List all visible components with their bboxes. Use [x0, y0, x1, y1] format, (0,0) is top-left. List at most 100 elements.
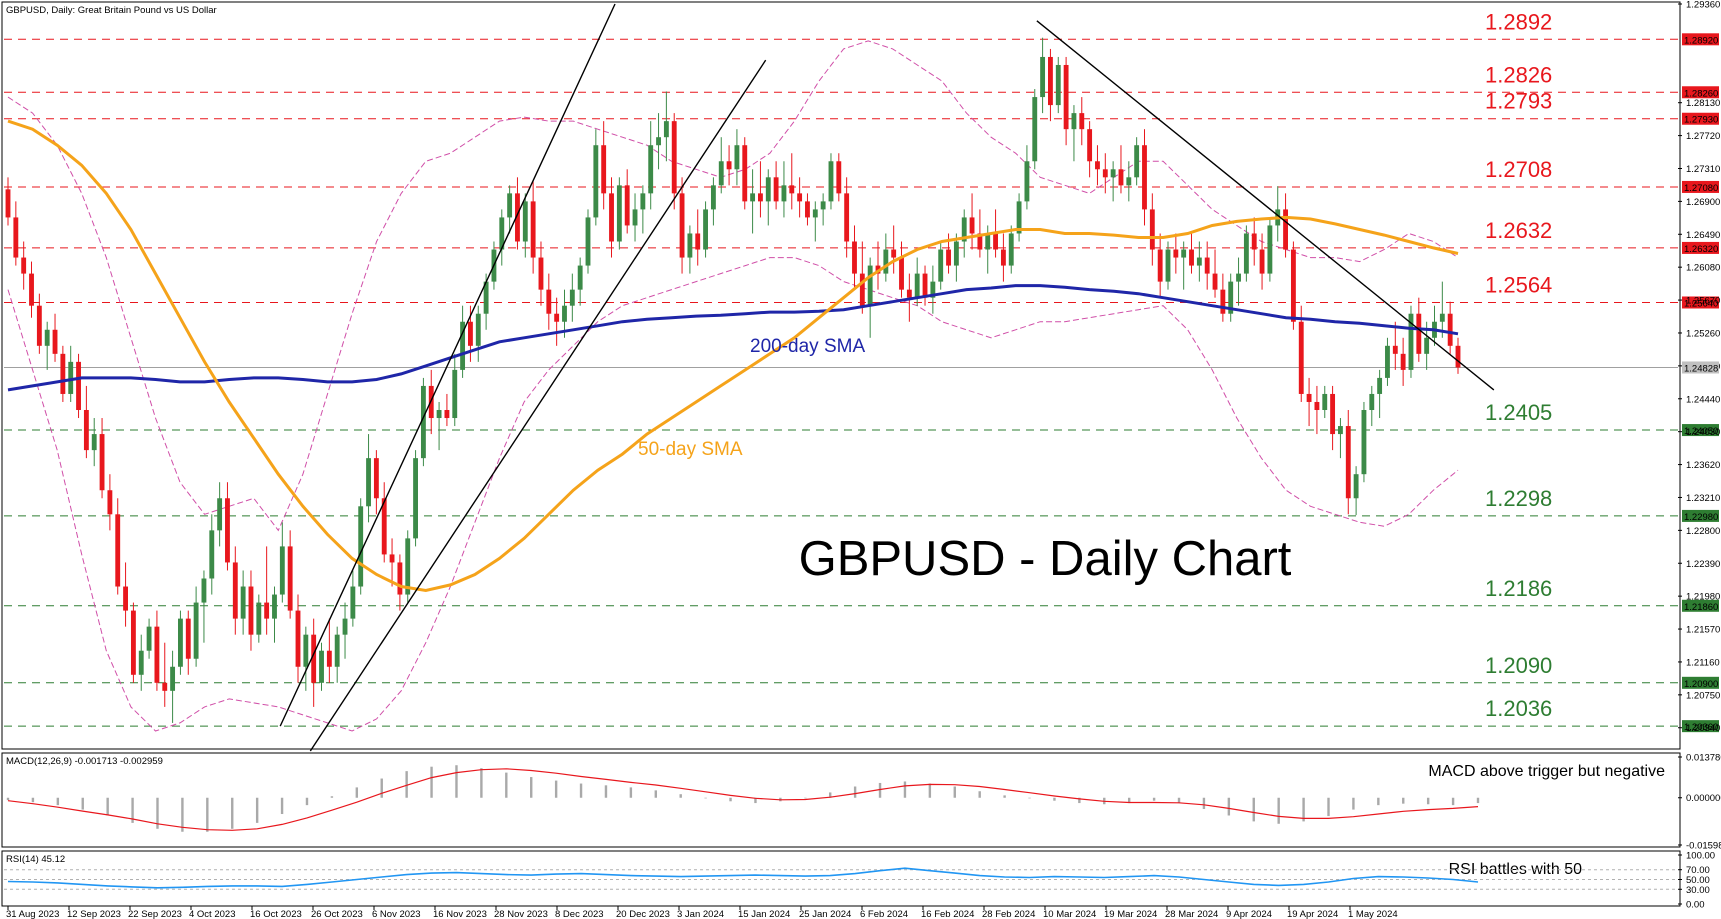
macd-bar	[1028, 797, 1031, 799]
candle-body	[5, 189, 11, 218]
candle-body	[820, 201, 826, 210]
macd-note: MACD above trigger but negative	[1428, 763, 1665, 780]
candle-body	[154, 626, 160, 683]
macd-bar	[1127, 797, 1131, 804]
price-tick-label: 1.29360	[1686, 0, 1720, 11]
bollinger-lower	[7, 257, 1459, 732]
macd-bar	[380, 778, 383, 798]
candle-body	[1251, 233, 1257, 250]
candle-body	[938, 249, 944, 282]
candle-body	[444, 410, 450, 419]
candle-body	[922, 273, 928, 298]
candle-body	[1134, 145, 1140, 178]
sma200-line	[7, 284, 1459, 392]
candle-body	[562, 305, 567, 322]
candle-body	[287, 546, 293, 611]
level-label: 1.2708	[1485, 157, 1552, 182]
current-price-tag-box	[1682, 361, 1719, 374]
candle-body	[961, 217, 967, 242]
level-tag-text: 1.28920	[1684, 35, 1718, 46]
candle-body	[319, 650, 324, 683]
candle-body	[1290, 249, 1296, 322]
time-tick-label: 16 Feb 2024	[921, 909, 974, 919]
candle-body	[499, 217, 505, 250]
macd-bar	[355, 787, 359, 798]
time-tick-label: 16 Nov 2023	[433, 909, 487, 919]
candle-body	[311, 634, 317, 683]
price-tick-label: 1.22800	[1686, 526, 1720, 537]
macd-bar	[878, 782, 882, 798]
candle-body	[687, 233, 693, 258]
candle-body	[1306, 393, 1312, 402]
bollinger-upper	[7, 40, 1459, 532]
price-panel: GBPUSD, Daily: Great Britain Pound vs US…	[1, 1, 1681, 752]
candle-body	[248, 586, 254, 635]
level-tag-text: 1.24050	[1684, 426, 1718, 437]
candle-body	[240, 586, 246, 619]
time-tick-label: 19 Mar 2024	[1104, 909, 1157, 919]
candle-body	[530, 201, 536, 258]
candle-body	[1087, 129, 1093, 162]
candle-body	[663, 121, 669, 138]
macd-bar	[305, 797, 309, 806]
candle-body	[789, 185, 795, 194]
candle-body	[969, 217, 975, 234]
candle-body	[522, 201, 528, 242]
candle-body	[1447, 313, 1453, 346]
price-tick-label: 1.21160	[1686, 657, 1720, 668]
candle-body	[256, 602, 262, 635]
level-tag-text: 1.20900	[1684, 679, 1718, 690]
candle-body	[1055, 64, 1061, 106]
candle-body	[1212, 273, 1218, 290]
candle-body	[1259, 249, 1265, 274]
level-tag-box	[1682, 180, 1719, 193]
candle-body	[178, 618, 183, 667]
macd-bar	[953, 786, 956, 798]
candle-body	[475, 313, 481, 346]
time-tick-label: 15 Jan 2024	[738, 909, 790, 919]
candle-body	[773, 177, 779, 202]
candle-body	[812, 209, 818, 218]
candle-body	[83, 410, 89, 451]
macd-bar	[1078, 797, 1081, 804]
macd-bar	[804, 797, 807, 799]
candle-body	[1455, 345, 1461, 368]
candle-body	[726, 161, 732, 170]
candle-body	[1189, 249, 1194, 266]
macd-bar	[106, 797, 109, 816]
candle-body	[742, 145, 748, 202]
candle-body	[1361, 410, 1367, 475]
sma200-label: 200-day SMA	[750, 336, 865, 357]
macd-tick-label: 0.000000	[1686, 793, 1721, 804]
candle-body	[1142, 145, 1147, 210]
candle-body	[1196, 257, 1202, 266]
candle-body	[1322, 393, 1328, 411]
macd-bar	[704, 797, 707, 799]
candle-body	[1024, 161, 1030, 202]
candle-body	[170, 666, 176, 691]
candle-body	[1369, 393, 1375, 411]
price-tick-label: 1.21570	[1686, 625, 1720, 636]
candle-body	[436, 410, 442, 419]
price-tick-label: 1.21980	[1686, 592, 1720, 603]
candle-body	[76, 361, 81, 411]
candle-body	[1157, 249, 1163, 282]
candle-body	[146, 626, 152, 651]
macd-bar	[231, 797, 234, 829]
rsi-tick-label: 30.00	[1686, 885, 1710, 896]
macd-bar	[1227, 797, 1231, 816]
candle-body	[21, 257, 27, 274]
candle-body	[1110, 169, 1116, 178]
level-tag-text: 1.27080	[1684, 183, 1718, 194]
level-tag-box	[1682, 296, 1719, 309]
candle-body	[209, 530, 215, 579]
candle-body	[593, 145, 599, 218]
candle-body	[130, 610, 136, 675]
candle-body	[91, 434, 97, 451]
candle-body	[1016, 201, 1022, 234]
candle-body	[1353, 474, 1359, 499]
candle-body	[1314, 401, 1320, 411]
